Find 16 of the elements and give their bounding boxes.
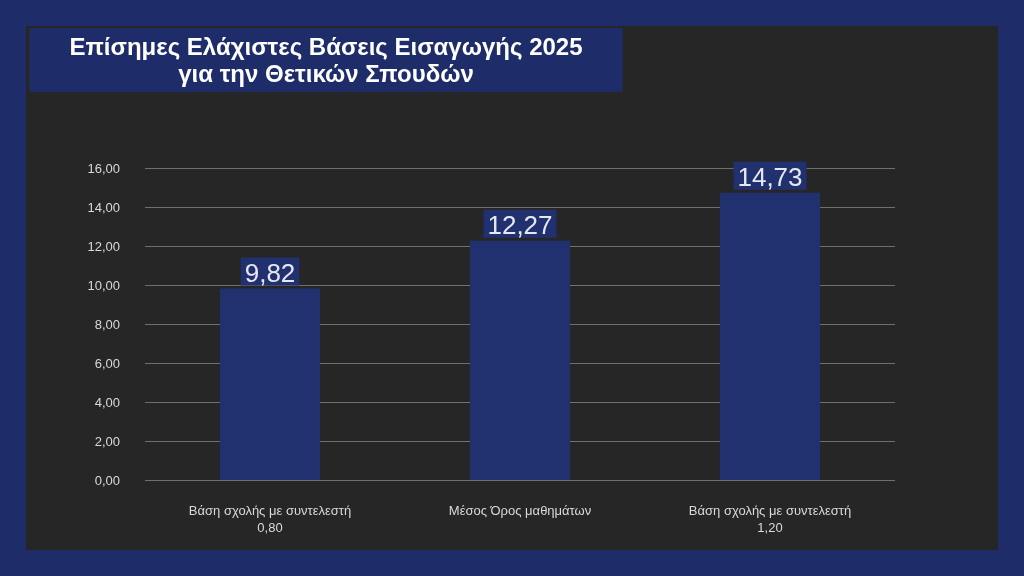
y-tick-label: 12,00 [87,238,120,254]
data-label: 9,82 [244,257,296,288]
data-label: 14,73 [737,161,803,192]
data-label: 12,27 [487,209,553,240]
y-tick-label: 4,00 [94,394,120,410]
x-tick-label: Μέσος Όρος μαθημάτων [448,503,592,518]
y-tick-label: 14,00 [87,199,120,215]
y-tick-label: 6,00 [94,355,120,371]
x-tick-label: Βάση σχολής με συντελεστή 0,80 [188,503,352,535]
y-tick-label: 0,00 [94,472,120,488]
x-tick-label: Βάση σχολής με συντελεστή 1,20 [688,503,852,535]
y-tick-label: 10,00 [87,277,120,293]
y-tick-label: 2,00 [94,433,120,449]
chart-title: Επίσημες Ελάχιστες Βάσεις Εισαγωγής 2025 για την Θετικών Σπουδών [69,33,583,87]
y-tick-label: 16,00 [87,160,120,176]
y-tick-label: 8,00 [94,316,120,332]
